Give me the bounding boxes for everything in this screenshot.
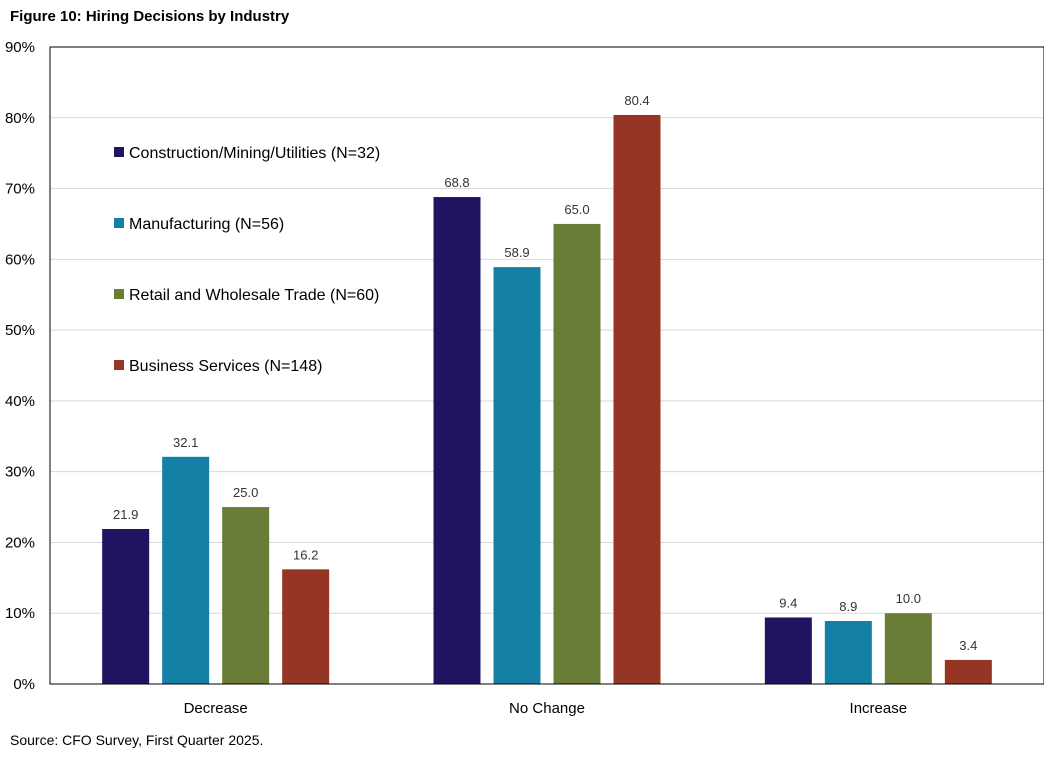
bar [944, 659, 992, 684]
plot-border [49, 46, 1044, 685]
bar [884, 613, 932, 684]
data-label: 21.9 [113, 507, 138, 522]
data-label: 8.9 [839, 599, 857, 614]
y-tick-label: 10% [5, 605, 35, 622]
y-tick-label: 30% [5, 464, 35, 481]
data-label: 16.2 [293, 547, 318, 562]
data-labels: 21.9 32.1 25.0 16.2 68.8 58.9 65.0 80.4 9.4 8.9 10… [113, 93, 977, 653]
x-axis: Decrease No Change Increase [184, 700, 908, 717]
y-axis: 0% 10% 20% 30% 40% 50% 60% 70% 80% 90% [5, 39, 35, 693]
bar [102, 528, 150, 684]
legend-label: Business Services (N=148) [129, 358, 322, 375]
data-label: 3.4 [959, 638, 977, 653]
bar [282, 569, 330, 684]
data-label: 80.4 [624, 93, 649, 108]
bar [764, 617, 812, 684]
y-tick-label: 80% [5, 110, 35, 127]
bar-series [102, 114, 992, 685]
legend-label: Retail and Wholesale Trade (N=60) [129, 287, 379, 304]
data-label: 32.1 [173, 435, 198, 450]
x-category-label: Decrease [184, 700, 248, 717]
y-tick-label: 90% [5, 39, 35, 56]
legend-label: Manufacturing (N=56) [129, 216, 284, 233]
legend-label: Construction/Mining/Utilities (N=32) [129, 145, 380, 162]
data-label: 68.8 [444, 175, 469, 190]
bar [553, 223, 601, 684]
legend: Construction/Mining/Utilities (N=32) Manu… [114, 145, 380, 375]
data-label: 65.0 [564, 202, 589, 217]
bar [162, 456, 210, 684]
data-label: 25.0 [233, 485, 258, 500]
gridlines [50, 117, 1044, 614]
data-label: 10.0 [896, 591, 921, 606]
legend-swatch [114, 289, 124, 299]
legend-swatch [114, 147, 124, 157]
bar [222, 507, 270, 684]
data-label: 9.4 [779, 595, 797, 610]
data-label: 58.9 [504, 245, 529, 260]
y-tick-label: 40% [5, 393, 35, 410]
y-tick-label: 20% [5, 534, 35, 551]
bar [824, 621, 872, 684]
bar [433, 197, 481, 684]
y-tick-label: 0% [13, 676, 35, 693]
legend-swatch [114, 360, 124, 370]
bar [493, 267, 541, 684]
source-note: Source: CFO Survey, First Quarter 2025. [10, 732, 264, 748]
chart-title: Figure 10: Hiring Decisions by Industry [10, 8, 290, 25]
legend-swatch [114, 218, 124, 228]
y-tick-label: 70% [5, 181, 35, 198]
plot-area [50, 47, 1044, 684]
y-tick-label: 60% [5, 251, 35, 268]
y-tick-label: 50% [5, 322, 35, 339]
bar [613, 114, 661, 685]
x-category-label: No Change [509, 700, 585, 717]
x-category-label: Increase [850, 700, 908, 717]
